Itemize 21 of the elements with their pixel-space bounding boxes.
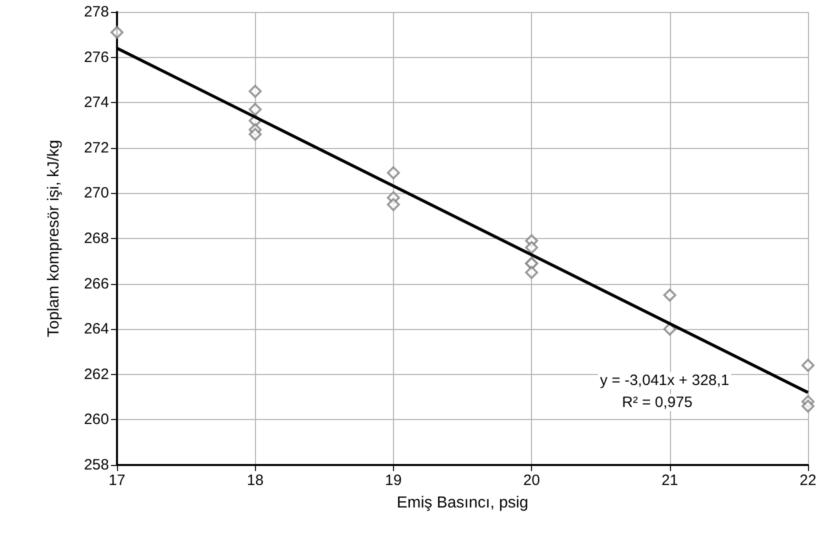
y-tick-label: 266 (84, 275, 109, 292)
y-tick-label: 276 (84, 48, 109, 66)
y-tick-label: 258 (84, 456, 109, 474)
y-tick-label: 272 (84, 139, 109, 156)
x-tick-label: 19 (385, 472, 402, 489)
annotation: R² = 0,975 (622, 394, 692, 411)
x-tick-label: 22 (800, 472, 816, 489)
annotation: y = -3,041x + 328,1 (600, 372, 730, 389)
y-tick-label: 270 (84, 184, 109, 202)
y-tick-label: 260 (84, 411, 109, 428)
y-tick-label: 268 (84, 230, 109, 247)
y-tick-label: 278 (84, 4, 109, 20)
x-tick-label: 18 (246, 472, 264, 489)
x-tick-label: 20 (523, 472, 540, 489)
y-tick-label: 264 (84, 320, 109, 338)
y-tick-label: 262 (84, 366, 109, 383)
x-tick-label: 17 (108, 472, 126, 489)
y-axis-title: Toplam kompresör işi, kJ/kg (46, 140, 62, 338)
x-tick-label: 21 (661, 472, 678, 489)
y-tick-label: 274 (84, 94, 109, 112)
x-axis-title: Emiş Basıncı, psig (396, 494, 528, 512)
